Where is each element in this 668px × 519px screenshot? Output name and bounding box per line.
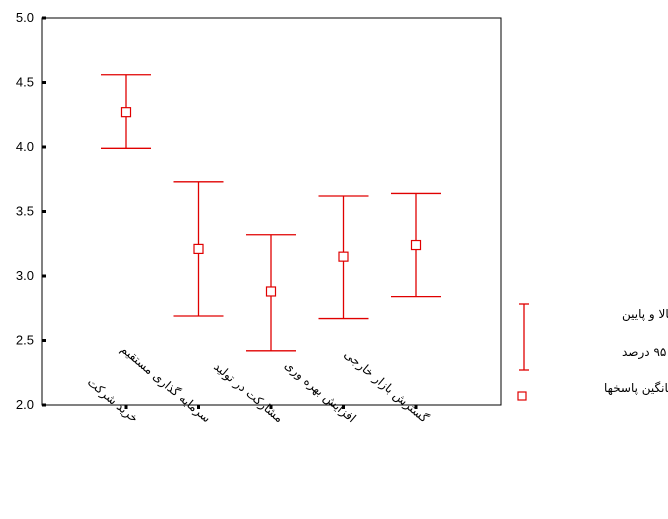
y-tick-label: 3.5 [16, 204, 34, 219]
legend: حدبالا و پایین با اطمینان ۹۵ درصد میانگی… [517, 303, 668, 401]
legend-interval-label-line1: حدبالا و پایین [622, 307, 668, 322]
y-axis: 2.0 2.5 3.0 3.5 4.0 4.5 5.0 [16, 10, 46, 412]
error-bars [101, 74, 441, 352]
legend-interval-label-line2: با اطمینان ۹۵ درصد [622, 345, 668, 360]
mean-marker [338, 251, 349, 262]
mean-marker [120, 107, 132, 118]
y-tick-label: 2.5 [16, 333, 34, 348]
y-tick-label: 5.0 [16, 10, 34, 25]
y-tick-label: 3.0 [16, 268, 34, 283]
y-tick-label: 4.5 [16, 75, 34, 90]
y-tick-label: 2.0 [16, 397, 34, 412]
legend-mean-label: میانگین پاسخها [604, 381, 668, 396]
y-tick-label: 4.0 [16, 139, 34, 154]
mean-marker [265, 286, 277, 297]
mean-marker [193, 243, 204, 255]
legend-mean-marker [517, 391, 527, 401]
mean-marker [410, 239, 422, 251]
